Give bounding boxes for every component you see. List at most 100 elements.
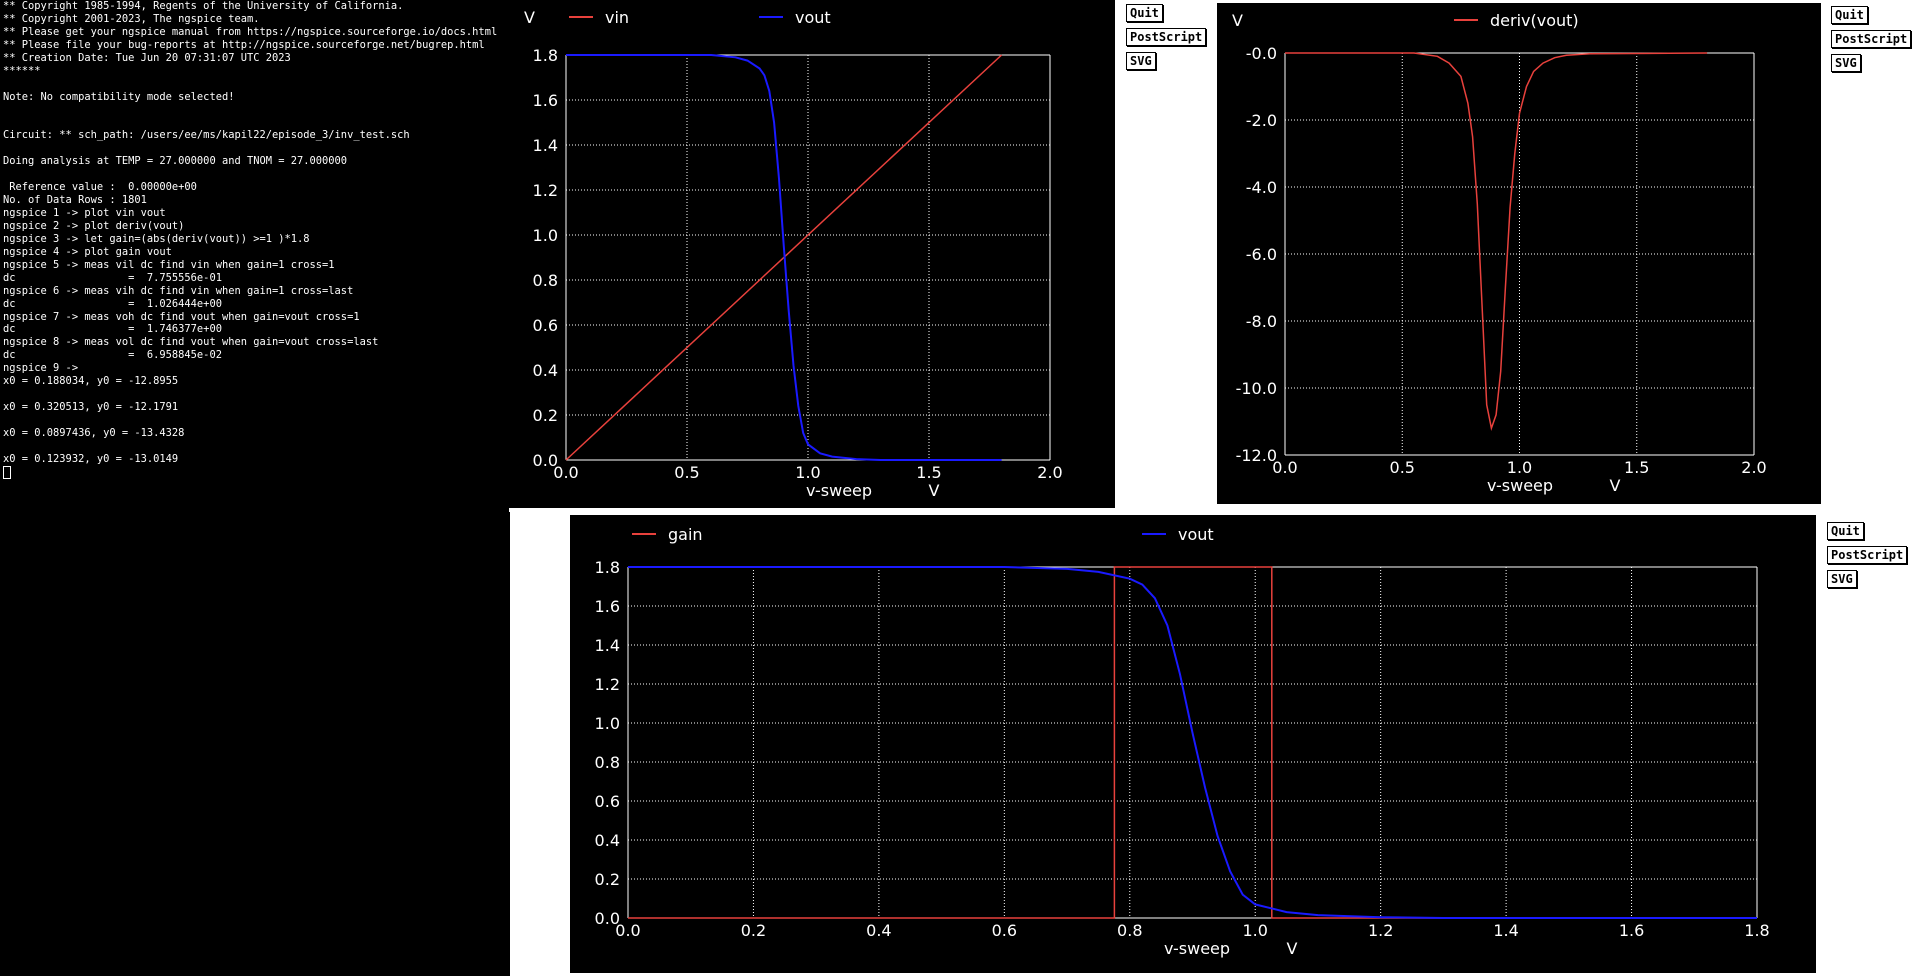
terminal-line: ngspice 4 -> plot gain vout	[3, 245, 172, 258]
plot-gain-vout[interactable]: 0.0 0.2 0.4 0.6 0.8 1.0 1.2 1.4 1.6 1.8 0.0 0.2 0.4 0…	[570, 512, 1816, 973]
y-tick-label: 1.8	[533, 46, 558, 65]
y-tick-label: 0.0	[595, 909, 620, 928]
x-tick-label: 1.5	[1624, 458, 1649, 477]
x-axis-label: v-sweep	[806, 481, 872, 500]
terminal-line: ngspice 5 -> meas vil dc find vin when g…	[3, 258, 335, 271]
terminal-line: ngspice 6 -> meas vih dc find vin when g…	[3, 284, 354, 297]
x-axis-label: v-sweep	[1164, 939, 1230, 958]
terminal-line: ngspice 9 ->	[3, 362, 79, 375]
terminal-line	[3, 388, 510, 401]
legend-label: gain	[668, 525, 703, 544]
terminal-line: Note: No compatibility mode selected!	[3, 90, 235, 103]
terminal-line: dc = 7.755556e-01	[3, 271, 222, 284]
series-line-gain	[628, 566, 1757, 919]
x-tick-label: 1.5	[916, 463, 941, 482]
plot-window-deriv-vout: 0.0 0.5 1.0 1.5 2.0 -12.0 -10.0 -8.0 -6.0 -4.0 -2.…	[1214, 0, 1920, 512]
legend-label: vout	[1178, 525, 1214, 544]
terminal-line: Circuit: ** sch_path: /users/ee/ms/kapil…	[3, 129, 410, 142]
y-tick-label: 0.0	[533, 451, 558, 470]
x-tick-label: 1.0	[1242, 921, 1267, 940]
terminal-line	[3, 414, 510, 427]
plot-deriv-vout[interactable]: 0.0 0.5 1.0 1.5 2.0 -12.0 -10.0 -8.0 -6.0 -4.0 -2.…	[1214, 0, 1821, 504]
terminal-line	[3, 104, 510, 117]
y-tick-label: -8.0	[1246, 312, 1277, 331]
terminal-cursor	[3, 465, 11, 479]
x-tick-label: 0.0	[553, 463, 578, 482]
x-tick-label: 0.0	[1272, 458, 1297, 477]
legend-label: vout	[795, 8, 831, 27]
y-axis-unit: V	[524, 8, 535, 27]
x-tick-label: 1.2	[1368, 921, 1393, 940]
x-tick-label: 0.5	[674, 463, 699, 482]
terminal-line: x0 = 0.0897436, y0 = -13.4328	[3, 426, 185, 439]
terminal-cursor-line	[3, 465, 510, 479]
x-tick-label: 2.0	[1037, 463, 1062, 482]
svg-button[interactable]: SVG	[1831, 54, 1861, 72]
x-tick-label: 1.4	[1493, 921, 1518, 940]
terminal-line: dc = 1.746377e+00	[3, 323, 222, 336]
terminal-line: No. of Data Rows : 1801	[3, 194, 147, 207]
terminal-line: ** Copyright 2001-2023, The ngspice team…	[3, 12, 260, 25]
quit-button[interactable]: Quit	[1831, 6, 1868, 24]
x-tick-label: 1.8	[1744, 921, 1769, 940]
terminal-line: ******	[3, 64, 41, 77]
y-tick-label: 0.8	[595, 753, 620, 772]
terminal-line	[3, 440, 510, 453]
y-tick-label: -6.0	[1246, 245, 1277, 264]
postscript-button[interactable]: PostScript	[1831, 30, 1912, 48]
terminal-line: ngspice 7 -> meas voh dc find vout when …	[3, 310, 360, 323]
svg-button[interactable]: SVG	[1126, 52, 1156, 70]
terminal-line: dc = 6.958845e-02	[3, 349, 222, 362]
x-tick-label: 0.6	[992, 921, 1017, 940]
y-tick-label: -0.0	[1246, 44, 1277, 63]
plot-window-gain-vout: 0.0 0.2 0.4 0.6 0.8 1.0 1.2 1.4 1.6 1.8 0.0 0.2 0.4 0…	[570, 512, 1920, 976]
y-tick-label: 0.8	[533, 271, 558, 290]
terminal-line: Doing analysis at TEMP = 27.000000 and T…	[3, 155, 348, 168]
y-tick-label: 0.4	[533, 361, 558, 380]
y-tick-label: 1.0	[533, 226, 558, 245]
terminal-line: ** Please file your bug-reports at http:…	[3, 38, 485, 51]
y-tick-label: 1.4	[533, 136, 558, 155]
legend-label: deriv(vout)	[1490, 11, 1579, 30]
y-tick-label: -4.0	[1246, 178, 1277, 197]
postscript-button[interactable]: PostScript	[1827, 546, 1908, 564]
y-tick-label: 1.4	[595, 636, 620, 655]
quit-button[interactable]: Quit	[1126, 4, 1163, 22]
x-tick-label: 2.0	[1741, 458, 1766, 477]
svg-button[interactable]: SVG	[1827, 570, 1857, 588]
terminal-line: dc = 1.026444e+00	[3, 297, 222, 310]
postscript-button[interactable]: PostScript	[1126, 28, 1207, 46]
y-tick-label: 0.6	[533, 316, 558, 335]
terminal-window[interactable]: ** Copyright 1985-1994, Regents of the U…	[0, 0, 510, 976]
x-tick-label: 0.4	[866, 921, 891, 940]
x-tick-label: 0.0	[615, 921, 640, 940]
y-tick-label: 1.6	[533, 91, 558, 110]
x-tick-label: 1.6	[1619, 921, 1644, 940]
terminal-line	[3, 116, 510, 129]
terminal-line: x0 = 0.320513, y0 = -12.1791	[3, 401, 179, 414]
terminal-line: x0 = 0.188034, y0 = -12.8955	[3, 375, 179, 388]
terminal-line: ngspice 2 -> plot deriv(vout)	[3, 219, 185, 232]
y-tick-label: -10.0	[1236, 379, 1277, 398]
x-axis-unit: V	[1610, 476, 1621, 495]
plot-vin-vout[interactable]: 0.0 0.5 1.0 1.5 2.0 0.0 0.2 0.4 0.6 0.8 1.0 1.2 1.4 1…	[509, 0, 1115, 508]
x-axis-unit: V	[1287, 939, 1298, 958]
y-tick-label: 1.0	[595, 714, 620, 733]
terminal-line: ** Please get your ngspice manual from h…	[3, 25, 498, 38]
legend-label: vin	[605, 8, 629, 27]
y-tick-label: 1.6	[595, 597, 620, 616]
terminal-line: ngspice 1 -> plot vin vout	[3, 207, 166, 219]
y-tick-label: 1.2	[533, 181, 558, 200]
terminal-line	[3, 168, 510, 181]
terminal-line: ngspice 8 -> meas vol dc find vout when …	[3, 336, 379, 349]
quit-button[interactable]: Quit	[1827, 522, 1864, 540]
terminal-line: Reference value : 0.00000e+00	[3, 181, 197, 194]
y-tick-label: 1.2	[595, 675, 620, 694]
x-axis-unit: V	[929, 481, 940, 500]
terminal-line	[3, 78, 510, 91]
terminal-line: ** Copyright 1985-1994, Regents of the U…	[3, 0, 404, 12]
terminal-line	[3, 142, 510, 155]
x-tick-label: 0.5	[1390, 458, 1415, 477]
y-axis-unit: V	[1232, 11, 1243, 30]
x-tick-label: 0.2	[741, 921, 766, 940]
